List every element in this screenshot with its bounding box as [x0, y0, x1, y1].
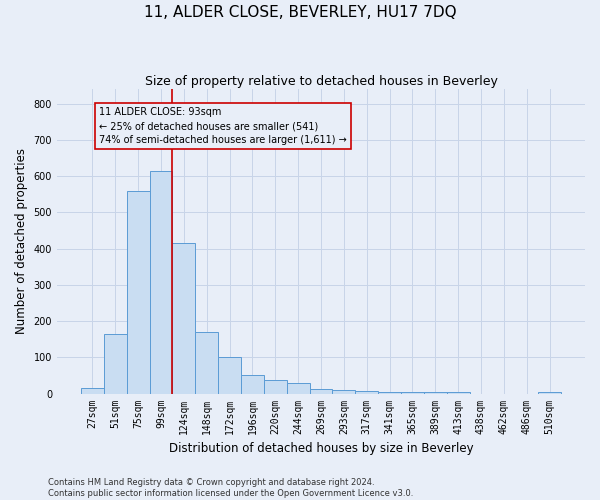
- Bar: [104, 334, 127, 394]
- Y-axis label: Number of detached properties: Number of detached properties: [15, 148, 28, 334]
- Text: 11 ALDER CLOSE: 93sqm
← 25% of detached houses are smaller (541)
74% of semi-det: 11 ALDER CLOSE: 93sqm ← 25% of detached …: [99, 108, 347, 146]
- Bar: [81, 388, 104, 394]
- Bar: [446, 392, 470, 394]
- Bar: [310, 389, 332, 394]
- Bar: [332, 390, 355, 394]
- Bar: [218, 358, 241, 394]
- X-axis label: Distribution of detached houses by size in Beverley: Distribution of detached houses by size …: [169, 442, 473, 455]
- Title: Size of property relative to detached houses in Beverley: Size of property relative to detached ho…: [145, 75, 497, 88]
- Text: Contains HM Land Registry data © Crown copyright and database right 2024.
Contai: Contains HM Land Registry data © Crown c…: [48, 478, 413, 498]
- Bar: [172, 243, 195, 394]
- Bar: [149, 172, 172, 394]
- Bar: [424, 392, 446, 394]
- Bar: [538, 392, 561, 394]
- Bar: [241, 376, 264, 394]
- Bar: [264, 380, 287, 394]
- Text: 11, ALDER CLOSE, BEVERLEY, HU17 7DQ: 11, ALDER CLOSE, BEVERLEY, HU17 7DQ: [143, 5, 457, 20]
- Bar: [127, 192, 149, 394]
- Bar: [355, 390, 378, 394]
- Bar: [287, 384, 310, 394]
- Bar: [401, 392, 424, 394]
- Bar: [378, 392, 401, 394]
- Bar: [195, 332, 218, 394]
